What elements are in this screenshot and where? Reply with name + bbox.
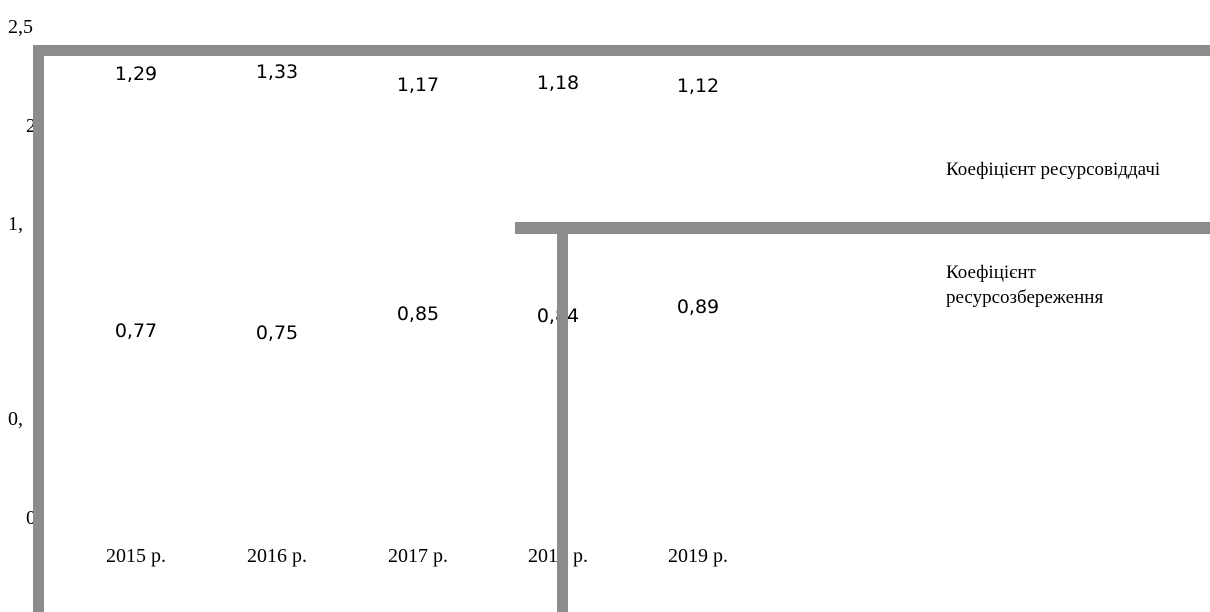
data-label-resource-saving: 0,75: [256, 322, 298, 344]
overlay-bar-inner: [557, 222, 568, 612]
overlay-bar-middle: [515, 222, 1210, 234]
x-tick-label: 2017 р.: [388, 545, 448, 567]
data-label-resource-saving: 0,85: [397, 303, 439, 325]
overlay-bar-top: [33, 45, 1210, 56]
data-label-resource-return: 1,29: [115, 63, 157, 85]
y-tick-label: 2: [26, 115, 36, 137]
x-tick-label: 2015 р.: [106, 545, 166, 567]
x-tick-label: 2016 р.: [247, 545, 307, 567]
data-label-resource-saving: 0,77: [115, 320, 157, 342]
y-tick-label: 0: [26, 507, 36, 529]
y-tick-label: 0,: [8, 408, 23, 430]
legend-item-resource-return: Коефіцієнт ресурсовіддачі: [946, 157, 1196, 182]
data-label-resource-return: 1,17: [397, 74, 439, 96]
x-tick-label: 2019 р.: [668, 545, 728, 567]
data-label-resource-return: 1,12: [677, 75, 719, 97]
y-tick-label: 1,: [8, 213, 23, 235]
legend-item-resource-saving: Коефіцієнт ресурсозбереження: [946, 260, 1196, 310]
data-label-resource-saving: 0,89: [677, 296, 719, 318]
overlay-bar-left: [33, 45, 44, 612]
data-label-resource-return: 1,33: [256, 61, 298, 83]
y-tick-label: 2,5: [8, 16, 33, 38]
legend-label-resource-saving: Коефіцієнт ресурсозбереження: [946, 262, 1104, 308]
data-label-resource-return: 1,18: [537, 72, 579, 94]
legend-label-resource-return: Коефіцієнт ресурсовіддачі: [946, 159, 1161, 180]
